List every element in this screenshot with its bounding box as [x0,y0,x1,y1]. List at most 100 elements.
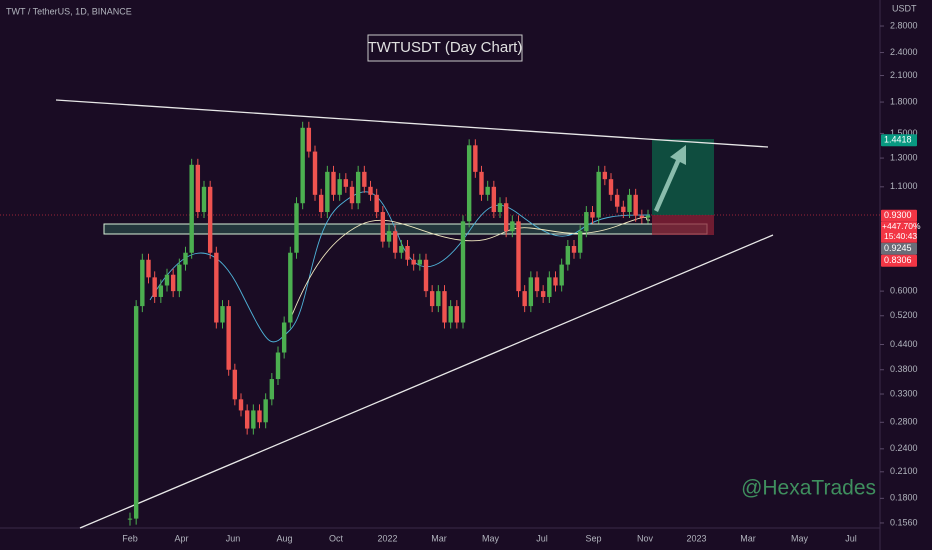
candle-body [164,274,170,286]
candle-body [602,171,608,180]
candle-body [294,203,299,253]
candle-body [565,245,571,265]
candle-body [491,186,497,213]
candle-body [436,291,441,307]
candle-body [411,259,416,265]
price-label-bg [881,242,917,255]
chart-title: TWTUSDT (Day Chart) [368,39,523,56]
price-label: 0.9245 [884,243,912,253]
watermark: @HexaTrades [741,477,876,500]
candle-body [140,259,145,307]
y-tick-label: 0.1800 [890,493,918,503]
price-label-bg [881,134,917,147]
y-tick-label: 0.2800 [890,417,918,427]
candle-body [337,179,342,195]
candle-body [170,274,176,292]
candle-body [553,277,558,286]
price-label: 0.8306 [884,255,912,265]
y-tick-label: 1.1000 [890,181,918,191]
candle-body [423,259,429,292]
x-tick-label: Jul [845,533,857,543]
y-tick-label: 0.5200 [890,310,918,320]
x-tick-label: Mar [431,533,447,543]
stop-zone [652,215,714,235]
y-tick-label: 1.3000 [890,152,918,162]
candle-body [220,306,225,323]
axis-unit: USDT [892,3,917,13]
candle-body [318,194,324,213]
price-label-bg [881,254,917,267]
candle-body [429,291,435,307]
candle-body [325,171,330,213]
candle-body [528,277,534,307]
candle-body [596,171,601,218]
x-tick-label: Sep [585,533,601,543]
candle-body [503,203,509,232]
candle-body [380,212,386,242]
change-label: +447.70% [882,221,921,231]
candle-body [275,352,281,380]
price-label: 1.4418 [884,135,912,145]
candle-body [479,171,484,195]
candle-body [214,252,219,323]
candle-body [584,212,589,232]
y-tick-label: 0.1560 [890,517,918,527]
resistance-line [55,99,769,148]
candle-body [207,186,213,253]
candle-body [473,145,478,172]
candle-body [399,245,404,253]
candle-body [577,231,583,253]
y-tick-label: 0.3300 [890,388,918,398]
candle-body [133,306,139,519]
x-tick-label: Oct [329,533,344,543]
candle-body [195,164,201,213]
candle-body [392,231,398,253]
candle-body [442,291,447,323]
x-tick-label: Jul [536,533,548,543]
y-tick-label: 0.6000 [890,286,918,296]
y-tick-label: 2.1000 [890,70,918,80]
candle-body [281,322,287,353]
candle-body [300,127,305,204]
y-tick-label: 1.5000 [890,128,918,138]
y-tick-label: 1.8000 [890,96,918,106]
candle-body [485,186,490,195]
candle-body [158,285,164,297]
y-tick-label: 0.3800 [890,364,918,374]
candle-body [288,252,293,323]
candle-body [146,259,151,278]
candle-body [189,164,194,253]
candle-body [386,231,392,242]
candle-body [257,410,262,423]
candle-body [466,145,472,222]
candle-body [633,194,638,216]
candle-body [627,194,632,213]
candle-body [312,151,318,195]
candle-body [547,277,552,297]
candle-body [349,186,355,204]
x-tick-label: 2022 [377,533,397,543]
candle-body [226,306,231,370]
moving-average [149,191,651,343]
y-tick-label: 2.8000 [890,20,918,30]
support-line [79,234,774,529]
x-tick-label: May [482,533,500,543]
moving-average [289,216,651,321]
x-tick-label: Mar [740,533,756,543]
x-tick-label: Apr [174,533,188,543]
candle-body [152,277,157,297]
countdown-label: 15:40:43 [884,231,917,241]
candle-body [590,212,595,218]
candle-body [232,369,238,400]
candle-body [621,206,626,213]
candle-body [127,518,133,520]
y-tick-label: 0.2100 [890,466,918,476]
candle-body [238,399,244,411]
candle-body [183,252,188,265]
candle-body [177,264,182,292]
x-tick-label: Aug [276,533,292,543]
candle-body [201,186,207,213]
candle-body [306,127,312,152]
